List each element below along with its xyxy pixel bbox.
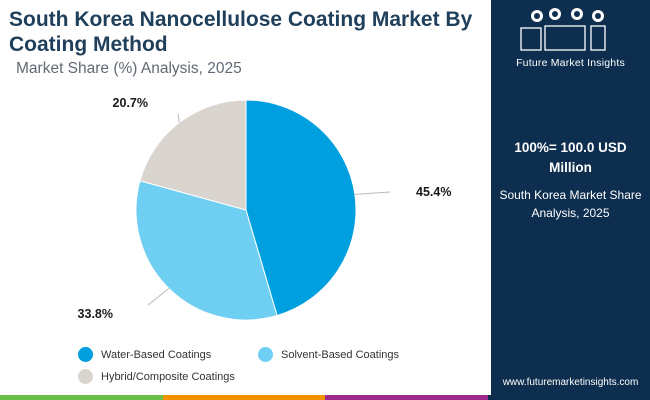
legend-item-solvent-based: Solvent-Based Coatings [258,347,399,362]
legend-swatch [78,347,93,362]
website-url: www.futuremarketinsights.com [502,377,639,388]
bottom-color-bar [0,395,650,400]
pie-slice-water-based [245,99,357,317]
legend-swatch [78,369,93,384]
pie-slice-hybrid-composite [139,99,247,211]
legend-label: Solvent-Based Coatings [281,348,400,361]
leader-line [354,191,391,195]
chart-panel: South Korea Nanocellulose Coating Market… [9,8,478,390]
fmi-logo: Future Market Insights [491,0,650,80]
leader-line [147,288,170,306]
pie-chart: 45.4% 33.8% 20.7% [78,96,452,321]
bottom-bar-segment [487,395,650,400]
legend-item-hybrid-composite: Hybrid/Composite Coatings [78,369,235,384]
slice-value-label: 20.7% [113,96,148,110]
legend: Water-Based Coatings Solvent-Based Coati… [78,345,478,390]
chart-subtitle: Market Share (%) Analysis, 2025 [16,60,242,77]
legend-label: Hybrid/Composite Coatings [101,370,235,383]
chart-title: South Korea Nanocellulose Coating Market… [9,8,473,56]
pie-slice-solvent-based [135,180,278,321]
legend-item-water-based: Water-Based Coatings [78,347,211,362]
info-sidebar: Future Market Insights 100%= 100.0 USD M… [491,0,650,400]
logo-subtitle: Future Market Insights [516,57,625,69]
slice-value-label: 45.4% [416,185,451,199]
legend-swatch [258,347,273,362]
market-total: 100%= 100.0 USD Million [514,140,627,175]
bottom-bar-segment [0,395,163,400]
fmi-logo-icon [520,8,606,51]
legend-label: Water-Based Coatings [101,348,212,361]
slice-value-label: 33.8% [78,307,113,321]
leader-line [177,113,180,123]
bottom-bar-segment [162,395,325,400]
market-description: South Korea Market Share Analysis, 2025 [499,188,642,220]
bottom-bar-segment [325,395,488,400]
